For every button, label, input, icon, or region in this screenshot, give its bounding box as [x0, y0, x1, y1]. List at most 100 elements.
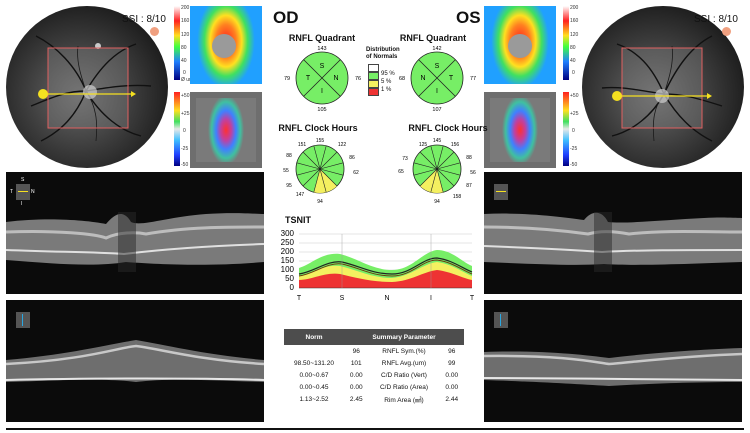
- os-dev-tick: -50: [570, 162, 578, 168]
- summary-od-value: 96: [352, 347, 360, 355]
- os-dev-tick: 0: [572, 128, 575, 134]
- od-bscan-orientation-tag: S T N I: [10, 177, 35, 207]
- os-clock-value: 56: [470, 170, 476, 176]
- tsnit-y-tick: 150: [281, 256, 295, 265]
- od-fundus-image: [6, 6, 168, 168]
- od-clock-value: 147: [296, 192, 305, 198]
- od-clock-value: 155: [316, 138, 325, 144]
- od-dev-tick: -25: [181, 146, 189, 152]
- summary-param-label: C/D Ratio (Vert): [381, 371, 427, 379]
- legend-swatch-5: [368, 80, 379, 88]
- tsnit-y-tick: 300: [281, 229, 295, 238]
- os-deviation-colorbar: [563, 92, 569, 166]
- summary-os-value: 2.44: [445, 395, 459, 403]
- summary-os-value: 99: [448, 359, 456, 367]
- od-cb-tick: 0: [183, 70, 186, 76]
- os-cb-tick: 120: [570, 32, 579, 38]
- os-clock-value: 156: [451, 142, 460, 148]
- summary-od-value: 101: [350, 359, 362, 367]
- od-clock-value: 151: [298, 142, 307, 148]
- tag-n: N: [31, 189, 35, 195]
- summary-header-param: Summary Parameter: [344, 329, 464, 345]
- tsnit-x-tick: S: [340, 295, 345, 302]
- os-q-top-value: 142: [432, 46, 441, 52]
- os-dev-tick: +25: [570, 111, 579, 117]
- os-clock-value: 158: [453, 194, 462, 200]
- os-clock-value: 87: [466, 183, 472, 189]
- tsnit-x-tick: N: [384, 295, 389, 302]
- os-clock-title: RNFL Clock Hours: [408, 123, 488, 133]
- od-cb-tick: 120: [181, 32, 190, 38]
- os-dev-tick: -25: [570, 146, 578, 152]
- os-clock-value: 125: [419, 142, 428, 148]
- tsnit-y-tick: 0: [290, 283, 295, 292]
- os-cb-tick: 160: [570, 18, 579, 24]
- table-row: 1.13~2.52 2.45 Rim Area (㎟) 2.44: [284, 393, 464, 405]
- od-dev-tick: -50: [181, 162, 189, 168]
- od-q-left-value: 79: [284, 76, 290, 82]
- od-q-top-value: 143: [317, 46, 326, 52]
- od-cb-tick: 200: [181, 5, 190, 11]
- os-dev-tick: +50: [570, 93, 579, 99]
- os-optic-disc-mask: [508, 34, 532, 58]
- summary-od-value: 0.00: [349, 371, 363, 379]
- od-ssi-indicator: [150, 27, 159, 36]
- os-deviation-map: [484, 92, 556, 168]
- tsnit-y-tick: 200: [281, 247, 295, 256]
- os-q-right-value: 77: [470, 76, 476, 82]
- summary-header-norm: Norm: [284, 329, 344, 345]
- tag-i: I: [21, 201, 23, 207]
- legend-label-95: 95 %: [381, 71, 395, 77]
- tsnit-y-tick: 250: [281, 238, 295, 247]
- os-vertical-bscan: [484, 300, 742, 422]
- legend-title-line2: of Normals: [366, 54, 398, 60]
- summary-os-value: 0.00: [445, 371, 459, 379]
- od-dev-tick: 0: [183, 128, 186, 134]
- od-fundus-vessels: [30, 35, 152, 142]
- summary-os-value: 0.00: [445, 383, 459, 391]
- os-clock-value: 88: [466, 155, 472, 161]
- os-q-letter-t: T: [449, 75, 454, 82]
- os-q-letter-s: S: [435, 63, 440, 70]
- od-q-bottom-value: 105: [317, 107, 326, 113]
- legend-title-line1: Distribution: [366, 47, 400, 53]
- legend-swatch-1: [368, 88, 379, 96]
- summary-norm: 98.50~131.20: [294, 359, 334, 367]
- od-clock-value: 122: [338, 142, 347, 148]
- od-quadrant-title: RNFL Quadrant: [288, 33, 356, 43]
- od-ssi-label: SSI : 8/10: [122, 14, 166, 25]
- od-cb-tick: 80: [181, 45, 187, 51]
- od-q-letter-t: T: [306, 75, 311, 82]
- summary-od-value: 2.45: [349, 395, 363, 403]
- os-q-letter-n: N: [420, 75, 425, 82]
- summary-param-label: RNFL Avg.(um): [381, 359, 427, 367]
- od-vbscan-orientation-tag: [16, 312, 30, 328]
- summary-param-label: Rim Area (㎟): [384, 397, 424, 404]
- os-q-left-value: 68: [399, 76, 405, 82]
- os-clock-chart: 125 145 156 88 56 87 158 94 65 73: [398, 138, 476, 205]
- tsnit-x-tick: T: [470, 295, 475, 302]
- tsnit-chart: 300 250 200 150 100 50 0 T S N I T: [281, 229, 475, 302]
- os-quadrant-chart: S N T I 142 68 77 107: [399, 46, 476, 113]
- od-q-letter-n: N: [333, 75, 338, 82]
- tsnit-title: TSNIT: [285, 215, 311, 225]
- legend-swatch-95: [368, 72, 379, 80]
- od-horizontal-bscan: [6, 172, 264, 294]
- summary-os-value: 96: [448, 347, 456, 355]
- od-q-letter-i: I: [321, 88, 323, 95]
- od-cb-unit: Ø um: [181, 77, 194, 83]
- tag-t: T: [10, 189, 14, 195]
- tsnit-y-tick: 50: [285, 274, 294, 283]
- os-ssi-indicator: [722, 27, 731, 36]
- os-eye-label: OS: [456, 8, 481, 27]
- od-thickness-map: [190, 6, 262, 84]
- os-scan-start-dot: [612, 91, 622, 101]
- os-horizontal-bscan: [484, 172, 742, 294]
- legend-label-1: 1 %: [381, 87, 392, 93]
- bottom-divider: [6, 428, 744, 430]
- od-deviation-map: [190, 92, 262, 168]
- table-row: 96 RNFL Sym.(%) 96: [284, 345, 464, 357]
- os-cb-tick: 200: [570, 5, 579, 11]
- table-row: 0.00~0.45 0.00 C/D Ratio (Area) 0.00: [284, 381, 464, 393]
- tsnit-x-tick: T: [297, 295, 302, 302]
